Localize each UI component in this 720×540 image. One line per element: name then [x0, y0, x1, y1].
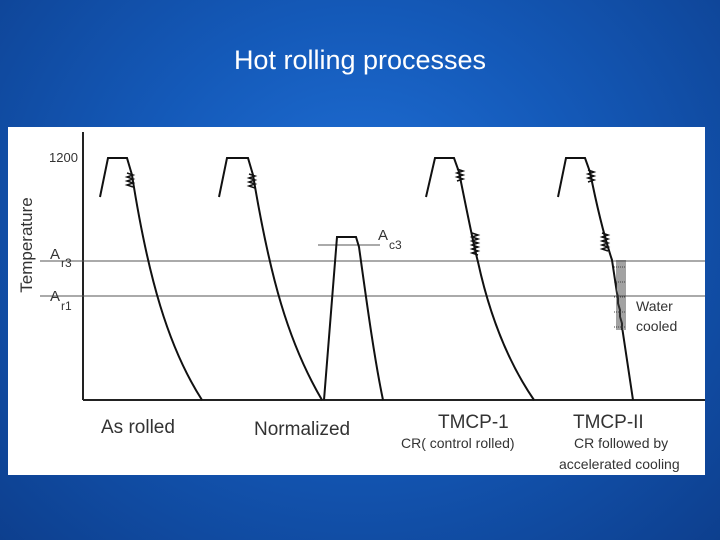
- y-axis-label: Temperature: [17, 197, 36, 292]
- tmcp2-label: TMCP-II: [573, 412, 644, 433]
- ar1-label: A: [50, 288, 60, 305]
- diagram-panel: Temperature 1200 A r3 A r1 A c3: [8, 127, 705, 475]
- tmcp1-rolling-marks-lower: [469, 232, 481, 256]
- tmcp2-rolling-marks-upper: [585, 169, 597, 183]
- y-tick-1200: 1200: [49, 150, 78, 165]
- normalized-rolling-curve: [218, 157, 323, 401]
- as-rolled-label: As rolled: [101, 417, 175, 438]
- tmcp2-curve: [557, 157, 634, 401]
- ac3-subscript: c3: [389, 238, 402, 252]
- tmcp1-label: TMCP-1: [438, 412, 509, 433]
- water-cooled-label-line2: cooled: [636, 318, 677, 334]
- tmcp1-curve: [425, 157, 535, 401]
- water-cooling-hatch: [614, 260, 626, 330]
- ar1-subscript: r1: [61, 299, 72, 313]
- ar3-label: A: [50, 246, 60, 263]
- water-cooled-label-line1: Water: [636, 298, 673, 314]
- ac3-label: A: [378, 227, 388, 244]
- normalized-reheat-curve: [323, 236, 384, 401]
- normalized-rolling-marks: [246, 173, 258, 189]
- as-rolled-rolling-marks: [124, 172, 136, 188]
- normalized-label: Normalized: [254, 419, 350, 440]
- tmcp1-sublabel: CR( control rolled): [401, 435, 515, 451]
- tmcp1-rolling-marks-upper: [454, 168, 466, 182]
- tmcp2-sublabel-line2: accelerated cooling: [559, 456, 680, 472]
- slide-title: Hot rolling processes: [233, 45, 487, 75]
- as-rolled-curve: [99, 157, 203, 401]
- tmcp2-rolling-marks-lower: [599, 232, 611, 252]
- ar3-subscript: r3: [61, 256, 72, 270]
- process-diagram: Temperature 1200 A r3 A r1 A c3: [17, 132, 705, 472]
- tmcp2-sublabel-line1: CR followed by: [574, 435, 668, 451]
